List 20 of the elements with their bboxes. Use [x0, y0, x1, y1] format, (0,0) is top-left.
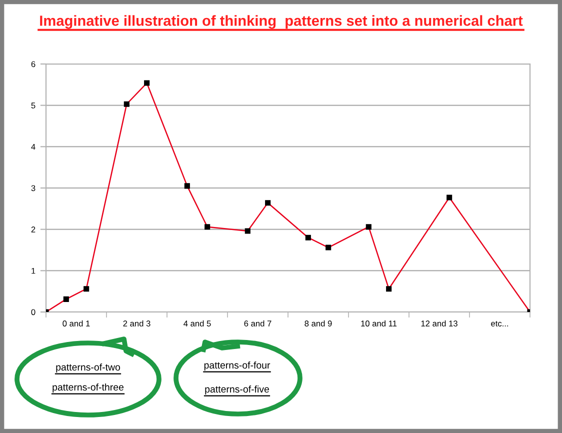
y-tick-label: 0 [31, 309, 36, 316]
x-tick-label: 8 and 9 [304, 320, 332, 326]
x-tick-label: 12 and 13 [421, 320, 458, 326]
x-tick-label: 6 and 7 [244, 320, 272, 326]
text: patterns-of-four [204, 361, 270, 371]
y-tick-label: 2 [31, 226, 36, 232]
text: patterns-of-two [56, 363, 120, 373]
text: patterns-of-three [52, 383, 124, 393]
y-tick-label: 5 [31, 102, 36, 108]
x-tick-label: 2 and 3 [123, 320, 150, 326]
y-tick-label: 4 [31, 144, 36, 150]
x-tick-label: etc... [491, 320, 508, 326]
y-tick-label: 3 [31, 185, 36, 192]
x-tick-label: 4 and 5 [184, 320, 211, 326]
x-tick-label: 0 and 1 [62, 320, 90, 326]
x-tick-label: 10 and 11 [361, 320, 397, 326]
y-tick-label: 1 [32, 268, 36, 274]
text: patterns-of-five [205, 385, 269, 395]
chart-title: Imaginative illustration of thinking patterns set into a numerical chart [40, 15, 523, 29]
y-tick-label: 6 [31, 61, 36, 68]
